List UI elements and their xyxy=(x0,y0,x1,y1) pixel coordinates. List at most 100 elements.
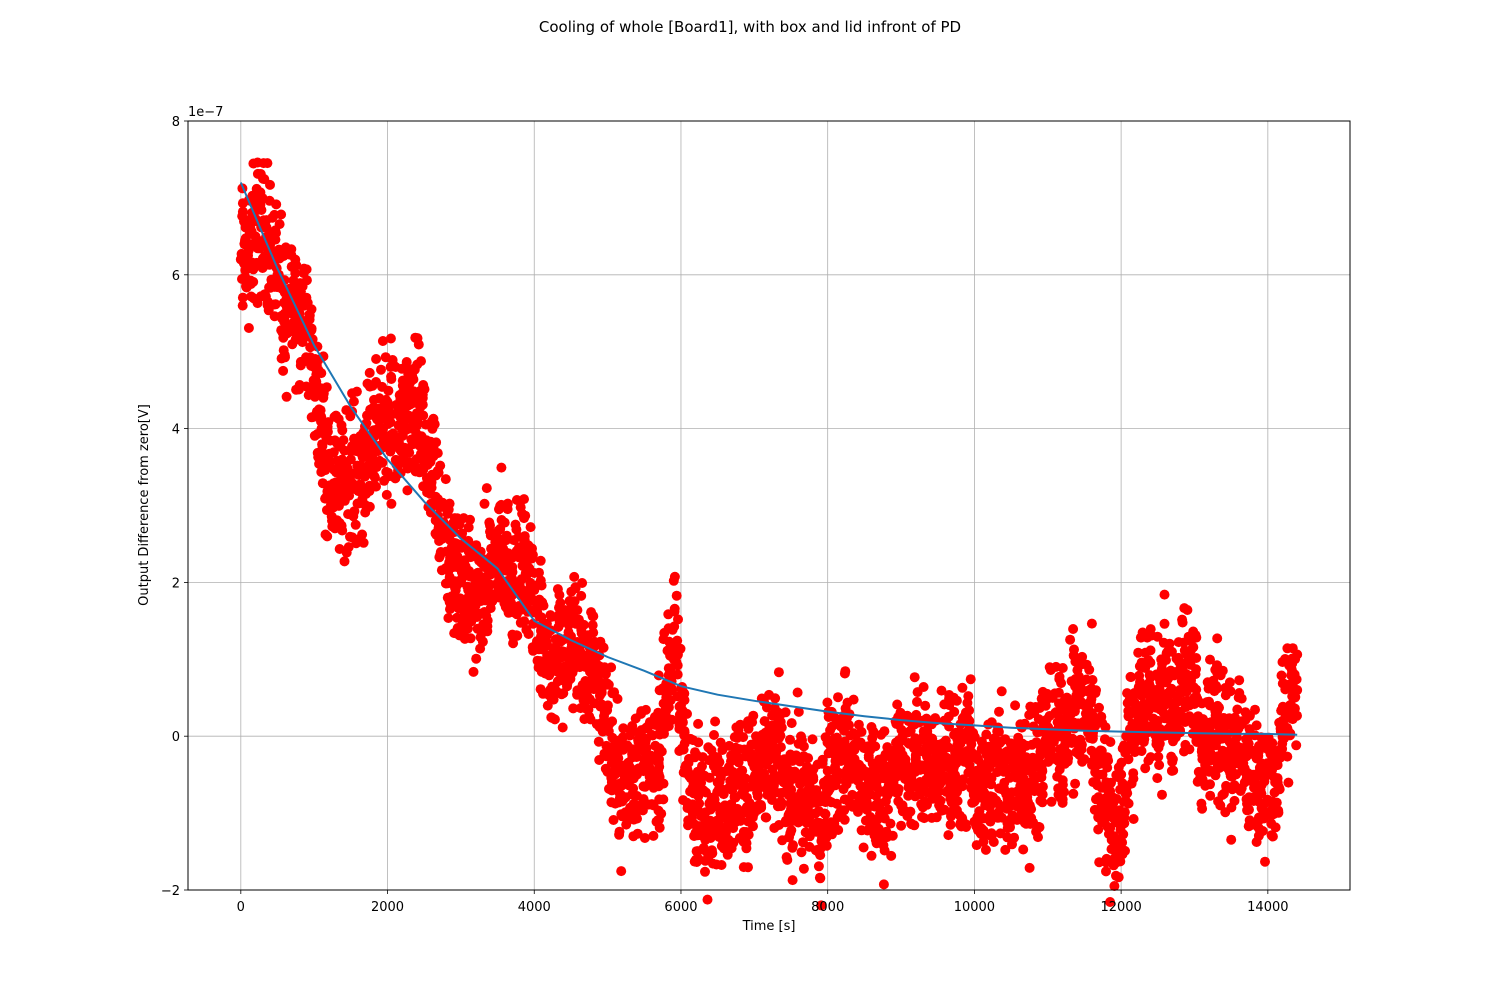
scatter-point xyxy=(471,653,482,664)
scatter-point xyxy=(1168,765,1179,776)
scatter-point xyxy=(552,584,563,595)
scatter-point xyxy=(1154,760,1165,771)
scatter-point xyxy=(486,596,497,607)
scatter-point xyxy=(596,687,607,698)
scatter-point xyxy=(785,734,795,745)
scatter-point xyxy=(949,770,960,781)
scatter-point xyxy=(1153,751,1164,762)
scatter-point xyxy=(1145,685,1156,696)
scatter-point xyxy=(942,754,953,765)
scatter-point xyxy=(1256,779,1267,790)
scatter-point xyxy=(874,754,885,765)
scatter-point xyxy=(632,828,643,839)
scatter-point xyxy=(239,253,250,264)
plot-frame xyxy=(187,120,1351,891)
scatter-point xyxy=(1109,793,1120,804)
scatter-point xyxy=(934,800,945,811)
scatter-point xyxy=(385,333,396,344)
scatter-point xyxy=(1265,739,1276,750)
y-axis: −2 0 2 4 6 8 xyxy=(161,115,188,899)
scatter-point xyxy=(557,722,568,733)
scatter-point xyxy=(1067,733,1078,744)
scatter-point xyxy=(302,297,313,308)
scatter-point xyxy=(867,733,878,744)
scatter-point xyxy=(985,816,996,827)
scatter-point xyxy=(602,700,613,711)
scatter-point xyxy=(1021,740,1032,751)
scatter-point xyxy=(694,798,705,809)
scatter-point xyxy=(267,212,278,223)
scatter-point xyxy=(237,300,248,311)
scatter-point xyxy=(1018,844,1029,855)
chart-title: Cooling of whole [Board1], with box and … xyxy=(539,18,961,36)
scatter-point xyxy=(297,337,308,348)
scatter-point xyxy=(587,620,598,631)
scatter-point xyxy=(1251,720,1262,731)
scatter-point xyxy=(449,600,459,611)
scatter-point xyxy=(861,786,872,797)
scatter-point xyxy=(358,537,369,548)
scatter-point xyxy=(508,535,519,546)
scatter-point xyxy=(575,646,586,657)
scatter-point xyxy=(728,823,739,834)
scatter-point xyxy=(1243,738,1254,749)
scatter-point xyxy=(1292,649,1303,660)
scatter-point xyxy=(1232,704,1243,715)
scatter-point xyxy=(412,410,423,421)
scatter-point xyxy=(485,551,496,562)
scatter-point xyxy=(1276,670,1287,681)
scatter-point xyxy=(949,706,960,717)
scatter-point xyxy=(404,447,415,458)
scatter-point xyxy=(276,209,287,220)
scatter-point xyxy=(854,801,865,812)
scatter-point xyxy=(1057,775,1068,786)
scatter-point xyxy=(361,433,372,444)
scatter-point xyxy=(1097,769,1108,780)
scatter-point xyxy=(391,400,402,410)
scatter-point xyxy=(288,326,299,337)
scatter-point xyxy=(705,820,716,831)
scatter-point xyxy=(1016,811,1026,822)
scatter-point xyxy=(792,687,803,698)
scatter-point xyxy=(1087,733,1098,744)
scatter-point xyxy=(870,741,881,752)
scatter-point xyxy=(724,783,735,794)
scatter-point xyxy=(1251,820,1262,831)
scatter-point xyxy=(911,709,922,720)
scatter-point xyxy=(340,461,351,472)
scatter-point xyxy=(616,866,627,877)
scatter-point xyxy=(301,275,312,286)
fit-line xyxy=(239,182,1298,736)
scatter-point xyxy=(1198,714,1208,725)
scatter-point xyxy=(378,434,389,445)
scatter-point xyxy=(390,454,401,465)
scatter-point xyxy=(986,831,997,842)
scatter-point xyxy=(1226,802,1237,813)
scatter-point xyxy=(677,717,688,728)
scatter-point xyxy=(693,718,704,729)
scatter-point xyxy=(507,567,518,578)
scatter-point xyxy=(831,768,842,779)
scatter-point xyxy=(1134,670,1145,681)
scatter-point xyxy=(377,336,388,346)
scatter-point xyxy=(1197,774,1208,785)
scatter-point xyxy=(572,605,583,616)
scatter-point xyxy=(608,815,619,825)
scatter-point xyxy=(277,283,288,294)
scatter-point xyxy=(1157,789,1167,800)
fit-line-series xyxy=(239,182,1298,736)
scatter-point xyxy=(355,479,366,490)
scatter-point xyxy=(1097,718,1108,728)
scatter-point xyxy=(1287,679,1298,689)
scatter-point xyxy=(459,627,469,638)
scatter-point xyxy=(427,423,438,434)
scatter-point xyxy=(1029,786,1040,797)
x-tick-label: 8000 xyxy=(811,900,844,915)
scatter-point xyxy=(1291,740,1302,751)
scatter-point xyxy=(412,359,423,370)
scatter-point xyxy=(797,735,807,746)
scatter-point xyxy=(773,720,784,731)
scatter-point xyxy=(478,572,489,583)
scatter-point xyxy=(598,642,609,653)
scatter-point xyxy=(1116,769,1127,780)
